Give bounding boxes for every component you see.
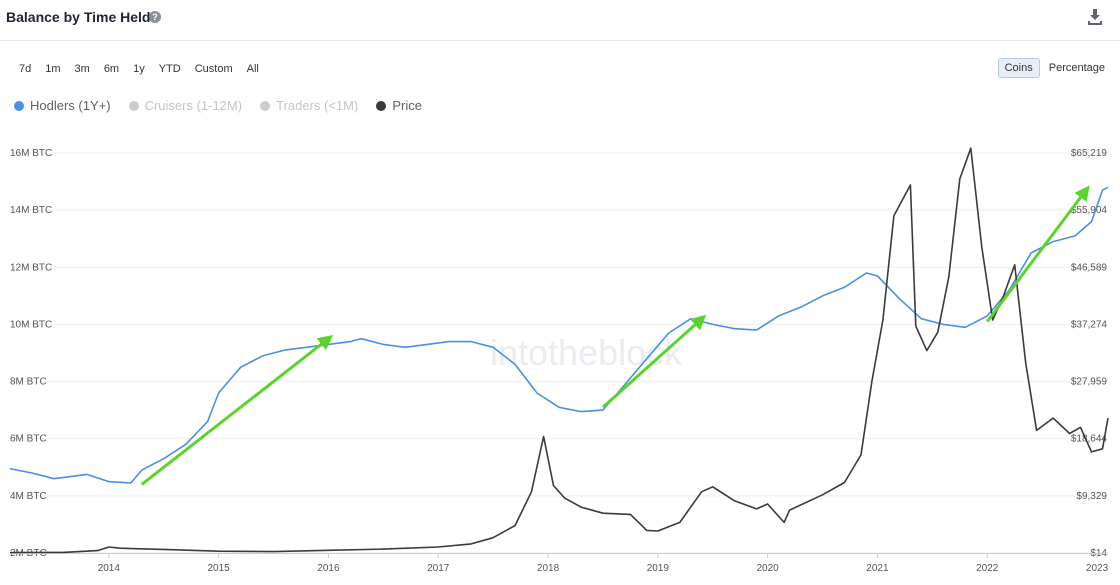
- annotation-arrows: [140, 185, 1090, 486]
- x-tick-label: 2014: [98, 563, 121, 574]
- time-range-selector: 7d 1m 3m 6m 1y YTD Custom All: [14, 60, 264, 78]
- y-right-tick-label: $18,644: [1071, 434, 1108, 445]
- percentage-button[interactable]: Percentage: [1048, 62, 1105, 74]
- x-tick-label: 2019: [647, 563, 670, 574]
- series-group: [9, 147, 1109, 554]
- legend-label-traders: Traders (<1M): [276, 98, 359, 113]
- y-left-tick-label: 14M BTC: [10, 205, 52, 216]
- trend-arrow: [986, 185, 1090, 323]
- range-6m-button[interactable]: 6m: [103, 63, 120, 75]
- x-tick-label: 2022: [976, 563, 999, 574]
- legend-dot-cruisers: [128, 100, 139, 111]
- legend-item-hodlers[interactable]: Hodlers (1Y+): [14, 98, 111, 113]
- range-ytd-button[interactable]: YTD: [158, 63, 181, 75]
- legend-item-cruisers[interactable]: Cruisers (1-12M): [128, 98, 243, 113]
- range-1m-button[interactable]: 1m: [45, 63, 61, 75]
- hodlers-line: [9, 186, 1109, 484]
- legend-label-cruisers: Cruisers (1-12M): [144, 98, 243, 113]
- legend-label-hodlers: Hodlers (1Y+): [30, 98, 111, 113]
- x-tick-label: 2015: [207, 563, 230, 574]
- watermark: intotheblock: [490, 332, 683, 373]
- download-icon[interactable]: [1087, 8, 1103, 26]
- range-custom-button[interactable]: Custom: [194, 63, 233, 75]
- x-axis: 2014 2015 2016 2017 2018 2019 2020 2021 2022 2023: [10, 553, 1109, 574]
- trend-arrow: [601, 314, 707, 409]
- y-right-tick-label: $37,274: [1071, 319, 1108, 330]
- y-left-tick-label: 4M BTC: [10, 491, 47, 502]
- coins-button[interactable]: Coins: [997, 58, 1040, 78]
- y-left-tick-label: 10M BTC: [10, 319, 52, 330]
- y-right-tick-label: $55,904: [1071, 205, 1108, 216]
- legend-dot-price: [376, 100, 387, 111]
- y-left-tick-label: 16M BTC: [10, 148, 52, 159]
- y-right-tick-label: $27,959: [1071, 377, 1108, 388]
- legend-item-traders[interactable]: Traders (<1M): [260, 98, 358, 113]
- y-left-tick-label: 12M BTC: [10, 262, 52, 273]
- y-right-tick-label: $65,219: [1071, 148, 1108, 159]
- legend-label-price: Price: [392, 98, 422, 113]
- legend-dot-traders: [260, 100, 271, 111]
- x-tick-label: 2020: [756, 563, 779, 574]
- y-left-tick-label: 6M BTC: [10, 434, 47, 445]
- y-right-tick-label: $9,329: [1076, 491, 1107, 502]
- trend-arrow: [140, 335, 334, 486]
- range-7d-button[interactable]: 7d: [19, 63, 32, 75]
- chart-legend: Hodlers (1Y+) Cruisers (1-12M) Traders (…: [14, 98, 422, 113]
- chart-header: Balance by Time Held ?: [0, 0, 1120, 41]
- page-title: Balance by Time Held: [6, 9, 151, 25]
- legend-dot-hodlers: [14, 100, 24, 111]
- y-left-tick-label: 8M BTC: [10, 377, 47, 388]
- x-tick-label: 2021: [866, 563, 889, 574]
- x-tick-label: 2016: [317, 563, 340, 574]
- range-all-button[interactable]: All: [246, 63, 259, 75]
- price-line: [9, 147, 1109, 554]
- x-tick-label: 2023: [1086, 563, 1109, 574]
- question-circle-icon[interactable]: ?: [149, 11, 161, 23]
- y-right-tick-label: $46,589: [1071, 262, 1108, 273]
- x-tick-label: 2018: [537, 563, 560, 574]
- legend-item-price[interactable]: Price: [376, 98, 422, 113]
- x-tick-label: 2017: [427, 563, 450, 574]
- range-3m-button[interactable]: 3m: [74, 63, 90, 75]
- y-axis-right: $14$9,329$18,644$27,959$37,274$46,589$55…: [1071, 148, 1108, 559]
- unit-toggle: Coins Percentage: [997, 58, 1112, 78]
- range-1y-button[interactable]: 1y: [133, 63, 145, 75]
